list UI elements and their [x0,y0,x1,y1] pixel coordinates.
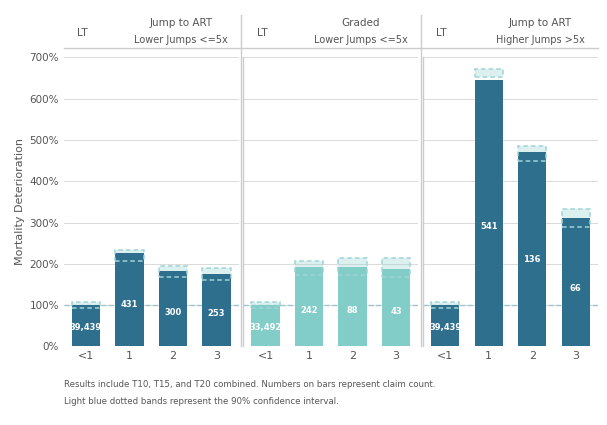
Text: Jump to ART: Jump to ART [149,18,212,28]
Text: 39,439: 39,439 [70,323,102,332]
Bar [339,267,367,346]
Text: Light blue dotted bands represent the 90% confidence interval.: Light blue dotted bands represent the 90… [64,397,339,406]
Bar [159,266,187,278]
Bar [115,253,143,346]
Text: 431: 431 [121,300,138,309]
Text: Higher Jumps >5x: Higher Jumps >5x [496,34,585,45]
Text: 300: 300 [164,308,181,317]
Bar [518,146,546,162]
Bar [72,305,100,346]
Bar [295,267,323,346]
Bar [115,250,143,261]
Text: 43: 43 [390,307,402,316]
Text: 66: 66 [570,284,582,293]
Bar [561,218,590,346]
Bar [295,261,323,275]
Text: Jump to ART: Jump to ART [509,18,572,28]
Text: 253: 253 [208,309,225,318]
Bar [382,269,410,346]
Text: LT: LT [257,28,267,38]
Bar [251,302,280,309]
Text: Lower Jumps <=5x: Lower Jumps <=5x [134,34,228,45]
Text: LT: LT [436,28,447,38]
Text: 33,492: 33,492 [249,323,282,332]
Text: 136: 136 [523,255,541,264]
Bar [339,258,367,275]
Bar [475,80,503,346]
Text: 88: 88 [347,306,358,315]
Bar [431,305,459,346]
Text: Lower Jumps <=5x: Lower Jumps <=5x [314,34,407,45]
Bar [72,302,100,309]
Text: 242: 242 [300,306,318,315]
Bar [518,152,546,346]
Bar [382,258,410,277]
Text: 39,439: 39,439 [429,323,461,332]
Bar [251,305,280,346]
Bar [202,274,231,346]
Bar [475,68,503,77]
Text: Results include T10, T15, and T20 combined. Numbers on bars represent claim coun: Results include T10, T15, and T20 combin… [64,380,435,389]
Text: LT: LT [77,28,87,38]
Bar [561,209,590,227]
Text: Graded: Graded [341,18,380,28]
Bar [202,268,231,280]
Y-axis label: Mortality Deterioration: Mortality Deterioration [15,139,25,265]
Bar [159,271,187,346]
Bar [431,302,459,309]
Text: 541: 541 [480,222,498,231]
